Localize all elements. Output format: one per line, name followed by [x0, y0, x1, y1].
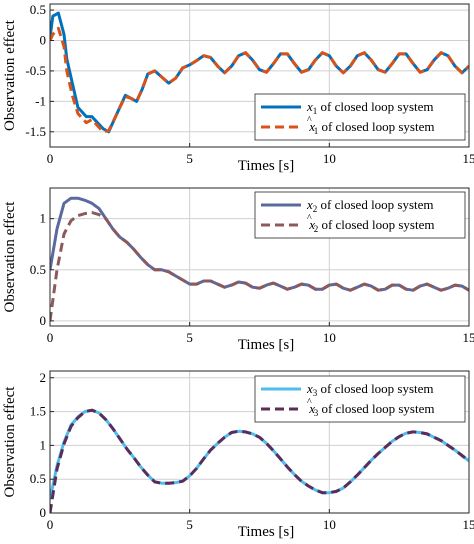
- y-tick-label: 0: [40, 505, 47, 520]
- legend-sub: 2: [314, 224, 319, 234]
- y-tick-label: 2: [40, 370, 47, 385]
- legend-hat: ^: [307, 397, 312, 408]
- legend-text: of closed loop system: [318, 119, 434, 134]
- legend-sub: 2: [313, 204, 318, 214]
- legend-text: of closed loop system: [317, 99, 433, 114]
- legend-label-1: x2 of closed loop system: [306, 197, 434, 214]
- legend-label-2: x^3 of closed loop system: [307, 397, 434, 418]
- legend-text: of closed loop system: [318, 217, 434, 232]
- x-tick-label: 5: [186, 330, 193, 345]
- x-tick-label: 10: [323, 517, 336, 532]
- y-tick-label: 0.5: [30, 2, 46, 17]
- x-tick-label: 15: [463, 517, 474, 532]
- legend-hat: ^: [307, 213, 312, 224]
- y-tick-label: 1.5: [30, 404, 46, 419]
- legend-box: [254, 191, 466, 239]
- legend-sub: 1: [313, 106, 318, 116]
- legend-var: x: [308, 217, 315, 232]
- axes-frame: [49, 3, 470, 148]
- y-tick-label: -1.5: [25, 124, 46, 139]
- legend-label-1: x3 of closed loop system: [306, 381, 434, 398]
- y-tick-label: 1: [40, 437, 47, 452]
- legend-sub: 1: [314, 126, 319, 136]
- x-tick-label: 5: [186, 151, 193, 166]
- y-tick-label: 0: [40, 313, 47, 328]
- legend-sub: 3: [313, 388, 318, 398]
- legend-var: x: [306, 381, 313, 396]
- legend-var: x: [308, 401, 315, 416]
- legend-label-2: x^2 of closed loop system: [307, 213, 434, 234]
- x-tick-label: 0: [47, 330, 54, 345]
- x-tick-label: 15: [463, 151, 474, 166]
- x-tick-label: 10: [323, 151, 336, 166]
- legend-var: x: [306, 197, 313, 212]
- x-tick-label: 5: [186, 517, 193, 532]
- legend-text: of closed loop system: [318, 401, 434, 416]
- x-tick-label: 15: [463, 330, 474, 345]
- chart-panel-3: 0 5 10 15 2 1.5 1 0.5 0 Times [s] Observation effe…: [2, 370, 474, 540]
- legend-hat: ^: [307, 115, 312, 126]
- legend-var: x: [306, 99, 313, 114]
- legend-var: x: [308, 119, 315, 134]
- legend-text: of closed loop system: [317, 197, 433, 212]
- y-tick-label: 0.5: [30, 262, 46, 277]
- y-axis-label: Observation effect: [2, 19, 18, 131]
- axes-frame: [49, 187, 470, 327]
- x-tick-label: 0: [47, 151, 54, 166]
- series-line-2: [50, 211, 469, 322]
- series-line-2: [50, 408, 469, 513]
- x-tick-label: 10: [323, 330, 336, 345]
- series-line-2: [50, 26, 469, 134]
- y-tick-label: -1: [35, 93, 46, 108]
- y-axis-label: Observation effect: [2, 386, 18, 498]
- y-tick-label: 0.5: [30, 471, 46, 486]
- legend-sub: 3: [314, 408, 319, 418]
- x-axis-label: Times [s]: [238, 158, 295, 174]
- y-tick-label: -0.5: [25, 63, 46, 78]
- legend-text: of closed loop system: [317, 381, 433, 396]
- y-tick-label: 0: [40, 33, 47, 48]
- legend-box: [254, 375, 466, 423]
- y-tick-label: 1: [40, 211, 47, 226]
- axes-frame: [49, 370, 470, 514]
- legend-label-2: x^1 of closed loop system: [307, 115, 434, 136]
- x-axis-label: Times [s]: [238, 524, 295, 540]
- legend-label-1: x1 of closed loop system: [306, 99, 434, 116]
- y-axis-label: Observation effect: [2, 201, 18, 313]
- x-tick-label: 0: [47, 517, 54, 532]
- legend-box: [254, 93, 466, 141]
- x-axis-label: Times [s]: [238, 337, 295, 353]
- chart-panel-1: 0 5 10 15 0.5 0 -0.5 -1 -1.5 Times [s] Observation…: [2, 2, 474, 174]
